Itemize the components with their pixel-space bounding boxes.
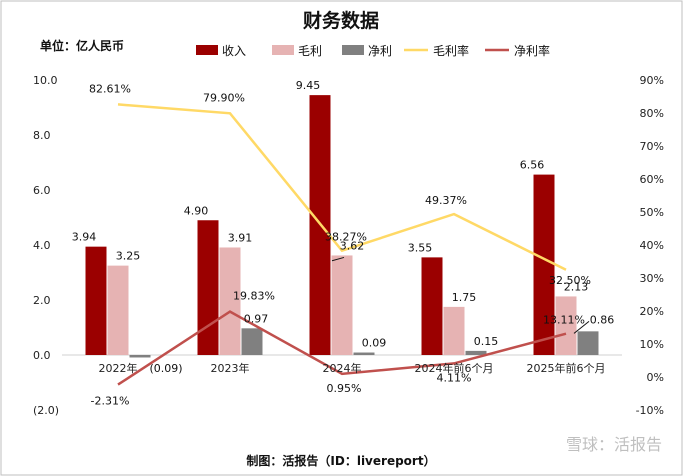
legend-label-1: 收入 [222, 44, 246, 58]
bar-1-2 [197, 220, 219, 355]
legend-label-5: 净利率 [514, 43, 550, 58]
bar-data-label: (0.09) [149, 362, 182, 375]
watermark: 雪球：活报告 [566, 435, 662, 454]
bar-2-5 [555, 296, 577, 355]
bar-data-label: 3.94 [72, 231, 97, 244]
right-tick-label: 0% [647, 371, 664, 384]
right-tick-label: 70% [640, 140, 664, 153]
left-tick-label: 4.0 [33, 239, 51, 252]
line-data-label: 82.61% [89, 82, 131, 95]
bar-3-1 [129, 355, 151, 358]
right-tick-label: 50% [640, 206, 664, 219]
left-tick-label: 10.0 [33, 74, 58, 87]
bar-data-label: 3.25 [116, 250, 141, 263]
line-data-label: 32.50% [549, 274, 591, 287]
line-data-label: 13.11% [543, 314, 585, 327]
chart-title: 财务数据 [303, 9, 379, 32]
right-tick-label: 60% [640, 173, 664, 186]
left-tick-label: (2.0) [33, 404, 59, 417]
line-series-2 [117, 310, 567, 386]
bar-data-label: 4.90 [184, 204, 209, 217]
bar-3-5 [577, 331, 599, 355]
category-label: 2024年前6个月 [415, 361, 494, 375]
line-data-label: -2.31% [91, 395, 130, 408]
footer-credit: 制图：活报告（ID：livereport） [246, 453, 435, 468]
legend-label-3: 净利 [368, 44, 392, 58]
bar-data-label: 0.15 [474, 335, 499, 348]
left-tick-label: 8.0 [33, 129, 51, 142]
legend-label-4: 毛利率 [433, 43, 469, 58]
bar-data-label: 2.13 [564, 280, 589, 293]
category-label: 2024年 [323, 361, 362, 375]
right-tick-label: -10% [636, 404, 664, 417]
left-tick-label: 2.0 [33, 294, 51, 307]
bar-data-label: 9.45 [296, 79, 321, 92]
line-data-label: 49.37% [425, 194, 467, 207]
line-series-1 [117, 103, 567, 271]
bar-data-label: 1.75 [452, 291, 477, 304]
bar-data-label: 3.55 [408, 241, 433, 254]
right-tick-label: 40% [640, 239, 664, 252]
line-data-label: 38.27% [325, 231, 367, 244]
right-tick-label: 20% [640, 305, 664, 318]
bar-data-label: 6.56 [520, 159, 545, 172]
bar-2-2 [219, 247, 241, 355]
bar-1-5 [533, 174, 555, 355]
line-data-label: 19.83% [233, 290, 275, 303]
category-label: 2023年 [211, 361, 250, 375]
legend-swatch-1 [196, 45, 218, 55]
leader-line [573, 320, 590, 334]
bar-data-label: 0.09 [362, 337, 387, 350]
unit-label: 单位：亿人民币 [40, 38, 124, 53]
right-tick-label: 80% [640, 107, 664, 120]
bar-2-1 [107, 265, 129, 355]
right-tick-label: 90% [640, 74, 664, 87]
bar-data-label: 0.97 [244, 312, 269, 325]
line-data-label: 0.95% [327, 382, 362, 395]
line-data-label: 79.90% [203, 91, 245, 104]
bar-2-3 [331, 255, 353, 355]
left-tick-label: 6.0 [33, 184, 51, 197]
bar-2-4 [443, 306, 465, 355]
category-label: 2022年 [99, 361, 138, 375]
bar-3-4 [465, 350, 487, 355]
line-data-label: 4.11% [437, 371, 472, 384]
bar-1-4 [421, 257, 443, 355]
category-label: 2025年前6个月 [527, 361, 606, 375]
right-tick-label: 10% [640, 338, 664, 351]
leader-line [331, 256, 345, 262]
bar-data-label: 3.62 [340, 239, 365, 252]
bar-3-3 [353, 352, 375, 355]
right-tick-label: 30% [640, 272, 664, 285]
bar-data-label: 3.91 [228, 231, 253, 244]
bar-3-2 [241, 328, 263, 355]
legend-swatch-3 [342, 45, 364, 55]
left-tick-label: 0.0 [33, 349, 51, 362]
legend-swatch-2 [272, 45, 294, 55]
bar-data-label: 0.86 [590, 313, 615, 326]
bar-1-1 [85, 246, 107, 355]
legend-label-2: 毛利 [298, 44, 322, 58]
